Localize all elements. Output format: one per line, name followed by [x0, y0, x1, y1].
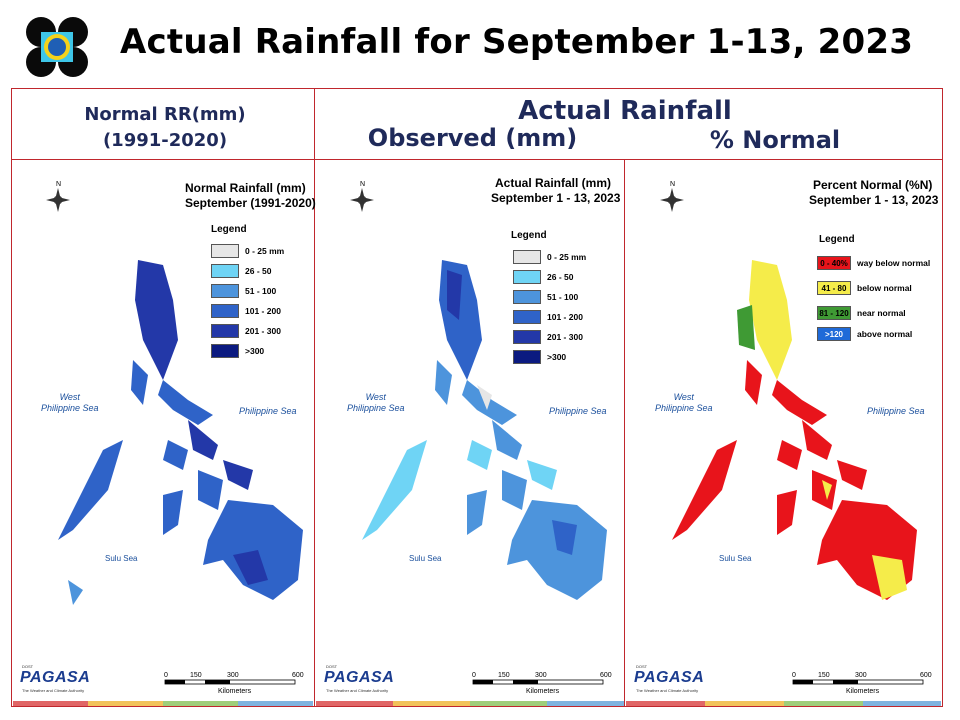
page-title: Actual Rainfall for September 1-13, 2023	[120, 22, 914, 62]
header-normal-line2: (1991-2020)	[102, 130, 228, 151]
philippine-sea-label: Philippine Sea	[867, 406, 925, 416]
observed-rainfall-map	[350, 188, 607, 600]
header-normal-line1: Normal RR(mm)	[84, 104, 246, 125]
legend-item: 81 - 120 near normal	[817, 306, 906, 320]
legend-item: 201 - 300	[513, 330, 583, 344]
scale-tick: 0	[472, 672, 476, 679]
pagasa-tagline: The Weather and Climate Authority	[636, 688, 699, 693]
footer-stripe	[163, 701, 238, 706]
dost-logo	[26, 17, 88, 77]
legend-item: 51 - 100	[211, 284, 276, 298]
scale-tick: 0	[164, 672, 168, 679]
legend-item: 201 - 300	[211, 324, 281, 338]
footer-stripe	[547, 701, 624, 706]
legend-item: 0 - 25 mm	[513, 250, 586, 264]
percent-normal-map	[660, 188, 917, 600]
legend-item: 101 - 200	[513, 310, 583, 324]
scale-unit: Kilometers	[218, 688, 252, 695]
footer-stripe	[705, 701, 784, 706]
dost-label: DOST	[636, 664, 648, 669]
map-panel-normal: Normal Rainfall (mm) September (1991-202…	[13, 160, 316, 705]
compass-icon	[350, 188, 374, 212]
legend-item: 26 - 50	[211, 264, 271, 278]
philippines-landmass	[362, 260, 607, 600]
footer-stripe	[238, 701, 313, 706]
legend-item: 101 - 200	[211, 304, 281, 318]
map-panel-observed: Actual Rainfall (mm) September 1 - 13, 2…	[317, 160, 623, 705]
pagasa-logo: PAGASA	[634, 669, 705, 686]
panel-title-line1: Actual Rainfall (mm)	[495, 176, 612, 190]
legend-item: 26 - 50	[513, 270, 573, 284]
legend-title: Legend	[511, 230, 547, 241]
scale-tick: 300	[227, 672, 239, 679]
header-actual: Actual Rainfall	[518, 96, 732, 126]
scale-bar	[472, 679, 604, 685]
west-philippine-sea-label: West Philippine Sea	[347, 392, 405, 413]
pagasa-logo: PAGASA	[324, 669, 395, 686]
scale-tick: 150	[498, 672, 510, 679]
scale-tick: 150	[190, 672, 202, 679]
legend-item: 0 - 25 mm	[211, 244, 284, 258]
footer-stripe	[784, 701, 863, 706]
scale-tick: 600	[920, 672, 932, 679]
philippines-landmass	[58, 260, 303, 605]
legend-title: Legend	[211, 224, 247, 235]
philippine-sea-label: Philippine Sea	[549, 406, 607, 416]
header-observed: Observed (mm)	[367, 124, 578, 152]
legend-item: 41 - 80 below normal	[817, 281, 912, 295]
west-philippine-sea-label: West Philippine Sea	[41, 392, 99, 413]
compass-n-label: N	[56, 181, 62, 188]
compass-n-label: N	[360, 181, 366, 188]
scale-tick: 600	[600, 672, 612, 679]
dost-label: DOST	[326, 664, 338, 669]
scale-tick: 300	[535, 672, 547, 679]
compass-icon	[46, 188, 70, 212]
panel-title-line1: Percent Normal (%N)	[813, 178, 933, 192]
pagasa-logo: PAGASA	[20, 669, 91, 686]
legend-item: >300	[211, 344, 264, 358]
scale-tick: 150	[818, 672, 830, 679]
panel-frame-percent	[624, 159, 943, 707]
sulu-sea-label: Sulu Sea	[105, 554, 138, 563]
scale-tick: 300	[855, 672, 867, 679]
footer-stripe	[13, 701, 88, 706]
footer-stripe	[393, 701, 470, 706]
compass-icon	[660, 188, 684, 212]
panel-title-line2: September 1 - 13, 2023	[809, 193, 939, 207]
philippine-sea-label: Philippine Sea	[239, 406, 297, 416]
panel-title-line2: September (1991-2020)	[185, 196, 316, 210]
scale-unit: Kilometers	[526, 688, 560, 695]
normal-rainfall-map	[46, 188, 303, 605]
west-philippine-sea-label: West Philippine Sea	[655, 392, 713, 413]
scale-bar	[164, 679, 296, 685]
footer-stripe	[88, 701, 163, 706]
panel-title-line1: Normal Rainfall (mm)	[185, 181, 306, 195]
panel-title-line2: September 1 - 13, 2023	[491, 191, 621, 205]
footer-stripe	[470, 701, 547, 706]
footer-stripe	[316, 701, 393, 706]
legend-item: 51 - 100	[513, 290, 578, 304]
scale-bar	[792, 679, 924, 685]
legend-title: Legend	[819, 234, 855, 245]
scale-tick: 0	[792, 672, 796, 679]
header-percent: % Normal	[709, 126, 841, 154]
dost-label: DOST	[22, 664, 34, 669]
scale-tick: 600	[292, 672, 304, 679]
pagasa-tagline: The Weather and Climate Authority	[22, 688, 85, 693]
legend-item: >300	[513, 350, 566, 364]
footer-stripe	[626, 701, 705, 706]
legend-item: >120 above normal	[817, 327, 912, 341]
philippines-landmass	[672, 260, 917, 600]
compass-n-label: N	[670, 181, 676, 188]
legend-item: 0 - 40% way below normal	[817, 256, 930, 270]
footer-stripe	[863, 701, 941, 706]
sulu-sea-label: Sulu Sea	[719, 554, 752, 563]
scale-unit: Kilometers	[846, 688, 880, 695]
sulu-sea-label: Sulu Sea	[409, 554, 442, 563]
map-panel-percent: Percent Normal (%N) September 1 - 13, 20…	[627, 160, 941, 705]
pagasa-tagline: The Weather and Climate Authority	[326, 688, 389, 693]
